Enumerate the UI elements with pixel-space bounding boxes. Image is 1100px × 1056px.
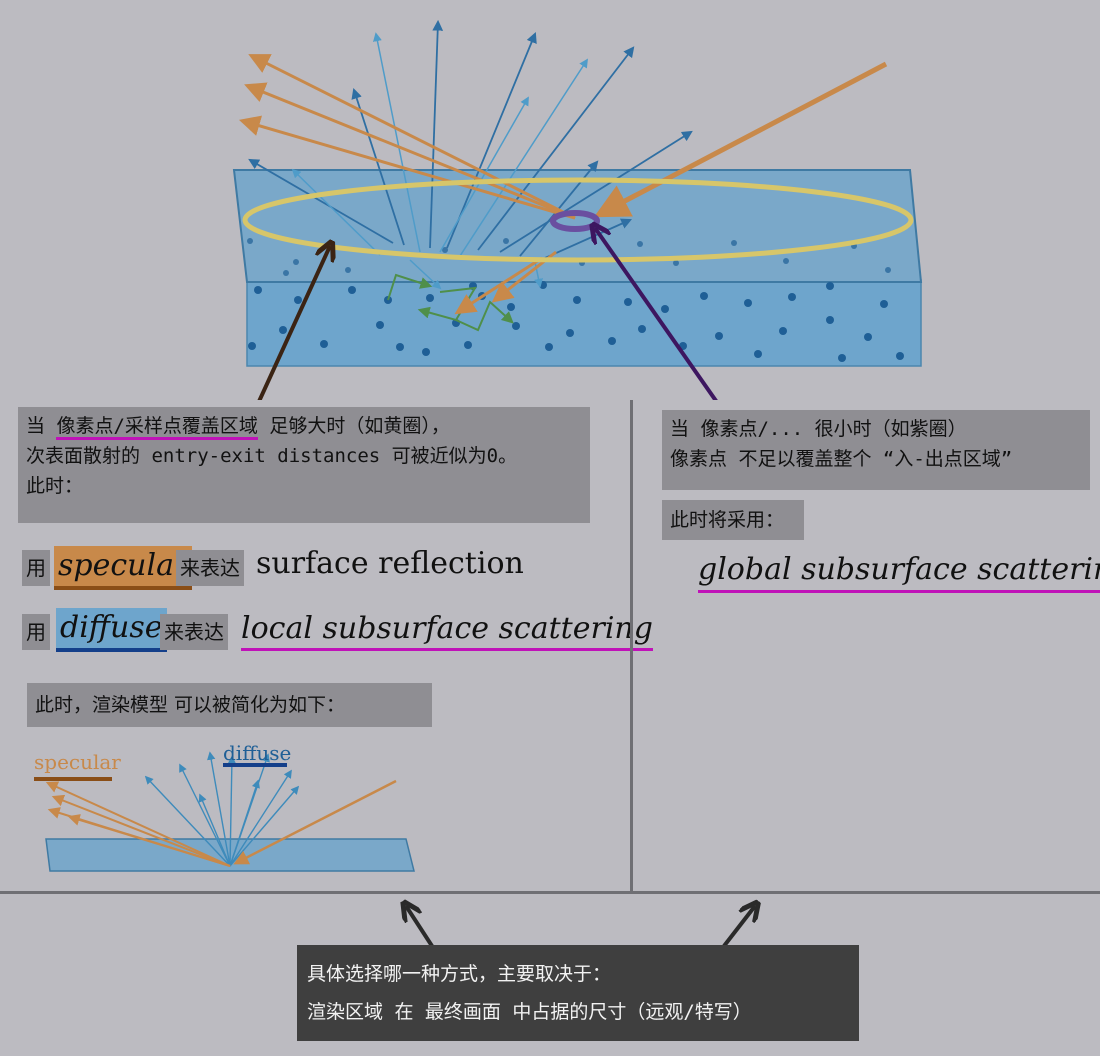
simplified-model-diagram xyxy=(34,751,415,872)
global-subsurface-text: global subsurface scattering xyxy=(698,550,1100,593)
use-label-diffuse: 用 xyxy=(22,614,50,650)
simplified-model-label: 此时，渲染模型 可以被简化为如下： xyxy=(27,683,432,727)
simplified-specular-rays xyxy=(45,781,231,867)
surface-reflection-text: surface reflection xyxy=(256,546,524,581)
yellow-large-footprint-ring xyxy=(242,177,914,263)
large-pixel-line-2: 次表面散射的 entry-exit distances 可被近似为0。 xyxy=(26,445,518,467)
incoming-light-ray xyxy=(593,61,888,218)
conclusion-line-2: 渲染区域 在 最终画面 中占据的尺寸（远观/特写） xyxy=(307,1001,752,1023)
subsurface-scattering-diagram xyxy=(232,19,923,400)
yellow-ring-pointer-arrow xyxy=(257,246,330,400)
line1-prefix: 当 xyxy=(26,415,57,437)
large-pixel-line-3: 此时： xyxy=(26,475,84,497)
small-specular-label: specular xyxy=(34,750,121,774)
line1-suffix: 足够大时（如黄圈）， xyxy=(257,415,450,437)
vertical-divider xyxy=(630,400,633,894)
bottom-pointer-arrows xyxy=(0,894,1100,948)
small-pixel-line-1: 当 像素点/... 很小时（如紫圈） xyxy=(670,418,967,440)
use-label-specular: 用 xyxy=(22,550,50,586)
conclusion-box: 具体选择哪一种方式，主要取决于： 渲染区域 在 最终画面 中占据的尺寸（远观/特… xyxy=(297,945,859,1041)
pixel-coverage-highlight: 像素点/采样点覆盖区域 xyxy=(56,415,258,440)
global-now-label: 此时将采用： xyxy=(662,500,804,540)
large-pixel-explanation-box: 当 像素点/采样点覆盖区域 足够大时（如黄圈）， 次表面散射的 entry-ex… xyxy=(18,407,590,523)
to-express-label-specular: 来表达 xyxy=(176,550,244,586)
simplified-diffuse-rays xyxy=(144,751,300,867)
to-express-label-diffuse: 来表达 xyxy=(160,614,228,650)
simplified-incoming-ray xyxy=(233,779,397,865)
small-pixel-explanation-box: 当 像素点/... 很小时（如紫圈） 像素点 不足以覆盖整个 “入-出点区域” xyxy=(662,410,1090,490)
large-pixel-line-1: 当 像素点/采样点覆盖区域 足够大时（如黄圈）， xyxy=(26,411,582,441)
small-diffuse-label: diffuse xyxy=(223,741,292,765)
purple-ring-pointer-arrow xyxy=(595,228,718,400)
diffuse-exit-rays-light xyxy=(291,32,588,290)
material-slab-body xyxy=(246,279,922,367)
horizontal-divider xyxy=(0,891,1100,894)
local-subsurface-text: local subsurface scattering xyxy=(241,610,653,651)
scattering-particles xyxy=(247,238,904,362)
diffuse-term: diffuse xyxy=(56,608,167,652)
specular-term: specular xyxy=(54,546,193,590)
small-pixel-line-2: 像素点 不足以覆盖整个 “入-出点区域” xyxy=(670,448,1013,470)
conclusion-line-1: 具体选择哪一种方式，主要取决于： xyxy=(307,963,612,985)
